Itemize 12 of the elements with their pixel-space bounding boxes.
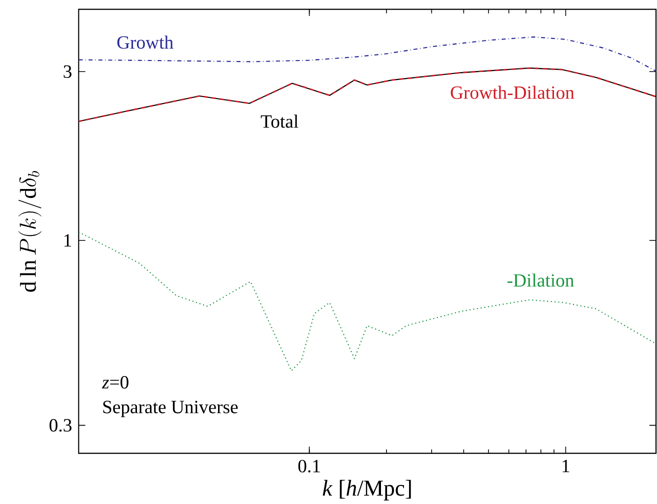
y-tick-label: 1 — [64, 234, 72, 247]
y-tick-label: 3 — [64, 65, 72, 78]
y-axis-title: $\mathrm{d}\ln P(k)/\mathrm{d}\delta_b$ — [18, 171, 42, 292]
series-label: Total — [260, 114, 298, 128]
series-label: -Dilation — [508, 274, 574, 287]
annotation: Separate Universe — [103, 400, 238, 418]
series-label: Growth-Dilation — [450, 86, 574, 99]
y-tick-label: 0.3 — [50, 418, 72, 432]
series-label: Growth — [117, 36, 174, 49]
annotation: z=0 — [102, 376, 128, 389]
x-axis-title: k [h/Mpc] — [322, 480, 411, 500]
x-tick-label: 0.1 — [298, 460, 320, 473]
